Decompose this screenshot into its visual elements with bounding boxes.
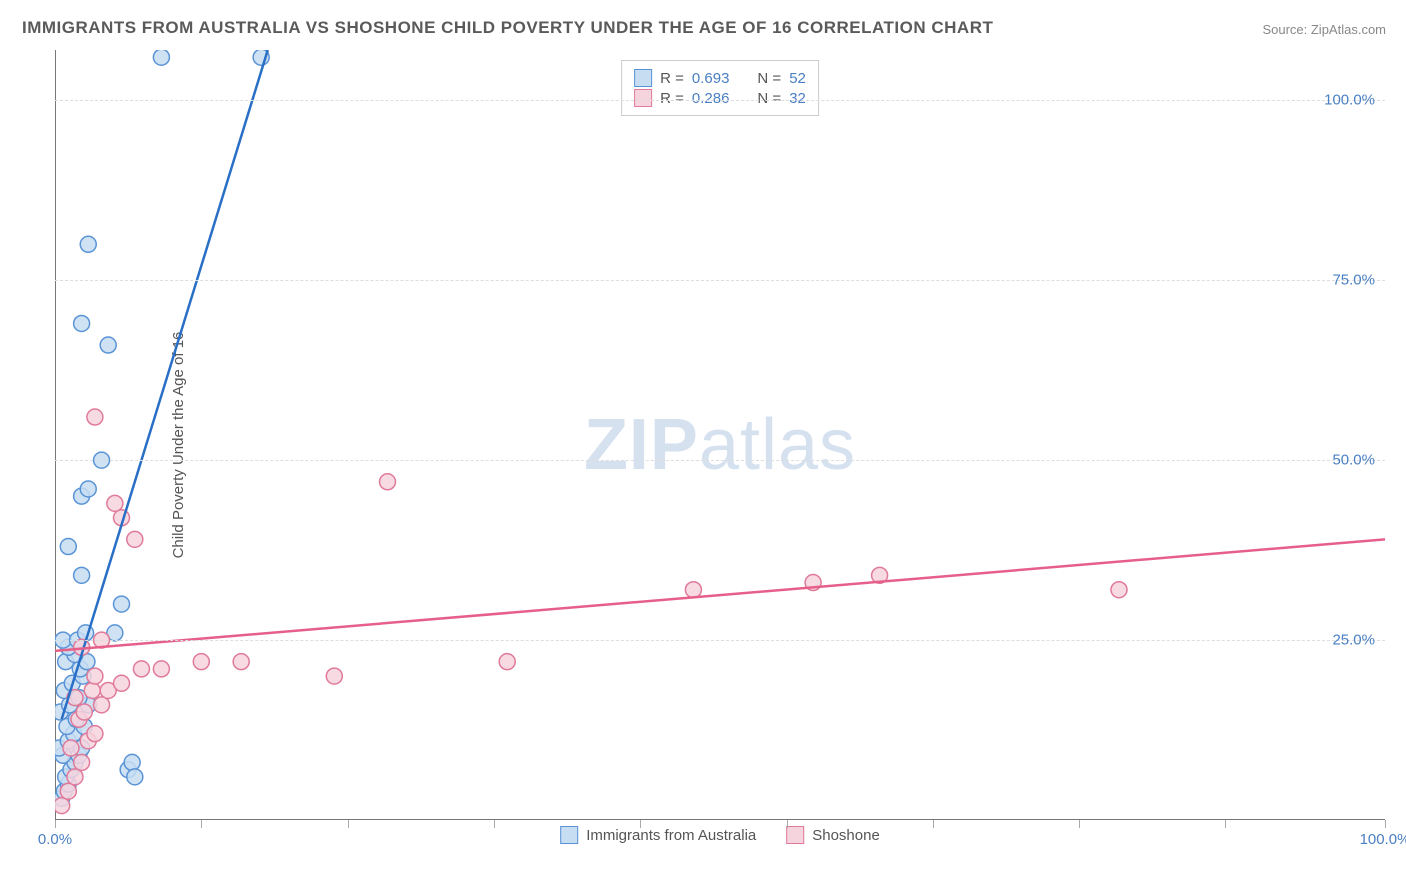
scatter-point — [84, 682, 100, 698]
scatter-point — [60, 539, 76, 555]
chart-area: Child Poverty Under the Age of 16 ZIPatl… — [55, 50, 1385, 840]
scatter-point — [55, 798, 70, 814]
scatter-point — [127, 531, 143, 547]
scatter-point — [133, 661, 149, 677]
scatter-point — [114, 675, 130, 691]
y-tick-label: 100.0% — [1324, 92, 1375, 109]
scatter-point — [67, 769, 83, 785]
x-tick-mark — [933, 820, 934, 828]
source-citation: Source: ZipAtlas.com — [1262, 22, 1386, 37]
scatter-point — [326, 668, 342, 684]
scatter-point — [80, 481, 96, 497]
y-tick-label: 75.0% — [1332, 272, 1375, 289]
x-tick-mark — [1225, 820, 1226, 828]
scatter-point — [233, 654, 249, 670]
scatter-point — [100, 337, 116, 353]
y-tick-label: 25.0% — [1332, 632, 1375, 649]
scatter-point — [87, 668, 103, 684]
x-tick-mark — [348, 820, 349, 828]
scatter-point — [60, 783, 76, 799]
swatch-aus — [634, 69, 652, 87]
scatter-point — [94, 697, 110, 713]
scatter-point — [127, 769, 143, 785]
scatter-point — [114, 596, 130, 612]
scatter-plot-svg — [55, 50, 1385, 840]
legend-item-aus: Immigrants from Australia — [560, 826, 756, 844]
x-tick-mark — [201, 820, 202, 828]
legend-item-sho: Shoshone — [786, 826, 880, 844]
swatch-sho — [634, 89, 652, 107]
n-label: N = — [757, 70, 781, 87]
x-tick-mark — [787, 820, 788, 828]
scatter-point — [74, 315, 90, 331]
trend-line — [55, 539, 1385, 651]
scatter-point — [124, 754, 140, 770]
n-value-aus: 52 — [789, 70, 806, 87]
x-tick-mark — [55, 820, 56, 828]
trend-line — [62, 50, 268, 719]
grid-line — [55, 100, 1385, 101]
legend-row-sho: R = 0.286 N = 32 — [634, 89, 806, 107]
x-tick-label: 100.0% — [1360, 831, 1406, 848]
scatter-point — [87, 726, 103, 742]
y-tick-label: 50.0% — [1332, 452, 1375, 469]
series-label-aus: Immigrants from Australia — [586, 827, 756, 844]
n-value-sho: 32 — [789, 90, 806, 107]
scatter-point — [153, 50, 169, 65]
scatter-point — [380, 474, 396, 490]
r-label: R = — [660, 90, 684, 107]
legend-row-aus: R = 0.693 N = 52 — [634, 69, 806, 87]
scatter-point — [74, 754, 90, 770]
series-legend: Immigrants from Australia Shoshone — [560, 826, 880, 844]
grid-line — [55, 460, 1385, 461]
series-label-sho: Shoshone — [812, 827, 880, 844]
scatter-point — [63, 740, 79, 756]
correlation-legend: R = 0.693 N = 52 R = 0.286 N = 32 — [621, 60, 819, 116]
scatter-point — [107, 495, 123, 511]
x-tick-mark — [1079, 820, 1080, 828]
scatter-point — [87, 409, 103, 425]
x-tick-mark — [640, 820, 641, 828]
scatter-point — [153, 661, 169, 677]
swatch-sho — [786, 826, 804, 844]
x-tick-mark — [1385, 820, 1386, 828]
swatch-aus — [560, 826, 578, 844]
scatter-point — [193, 654, 209, 670]
n-label: N = — [757, 90, 781, 107]
scatter-point — [1111, 582, 1127, 598]
scatter-point — [76, 704, 92, 720]
scatter-point — [499, 654, 515, 670]
plot-region: ZIPatlas R = 0.693 N = 52 R = 0.286 N = … — [55, 50, 1385, 840]
scatter-point — [685, 582, 701, 598]
r-value-aus: 0.693 — [692, 70, 730, 87]
chart-title: IMMIGRANTS FROM AUSTRALIA VS SHOSHONE CH… — [22, 18, 993, 38]
grid-line — [55, 640, 1385, 641]
scatter-point — [80, 236, 96, 252]
x-tick-label: 0.0% — [38, 831, 72, 848]
x-tick-mark — [494, 820, 495, 828]
grid-line — [55, 280, 1385, 281]
r-label: R = — [660, 70, 684, 87]
scatter-point — [74, 567, 90, 583]
r-value-sho: 0.286 — [692, 90, 730, 107]
